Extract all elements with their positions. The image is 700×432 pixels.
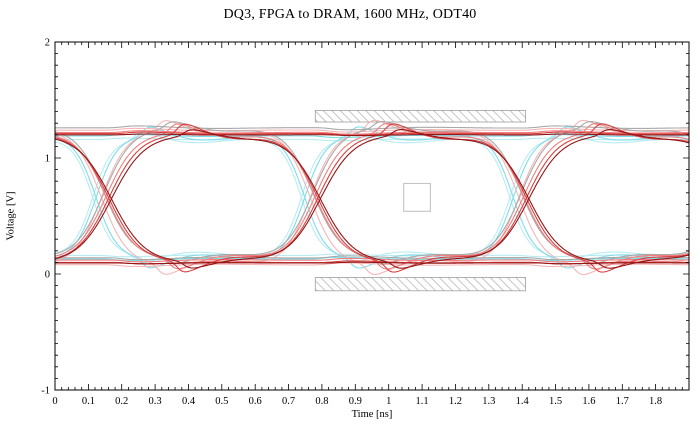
eye-trace: [55, 126, 689, 269]
tick-labels: 0 0.1 0.2 0.3 0.4 0.5 0.6 0.7 0.8 0.9 1 1.1 1.2 1.3 1.…: [41, 38, 662, 408]
eye-trace: [55, 129, 689, 269]
eye-traces: [55, 119, 689, 276]
x-tick-label: 0.7: [282, 396, 295, 407]
mask-bottom: [314, 277, 526, 292]
y-tick-label: 0: [45, 270, 50, 281]
rail-low: [55, 256, 689, 262]
x-tick-label: 0.4: [182, 396, 196, 407]
x-tick-label: 0.5: [215, 396, 228, 407]
eye-trace: [55, 123, 689, 270]
x-tick-label: 0.1: [82, 396, 95, 407]
eye-trace: [55, 131, 689, 264]
eye-trace: [55, 119, 689, 276]
mask-center: [403, 182, 431, 212]
x-tick-label: 1: [386, 396, 391, 407]
x-tick-label: 0.8: [315, 396, 328, 407]
x-tick-label: 1.2: [449, 396, 462, 407]
x-tick-label: 1.1: [416, 396, 429, 407]
y-tick-label: -1: [41, 386, 50, 397]
eye-trace: [55, 121, 689, 265]
x-tick-label: 0.6: [249, 396, 262, 407]
rail-low: [55, 262, 689, 268]
plot-border: [54, 41, 690, 391]
x-tick-label: 1.5: [549, 396, 562, 407]
x-tick-label: 0.9: [349, 396, 362, 407]
eye-trace: [55, 121, 689, 265]
mask-regions: [314, 110, 526, 292]
x-tick-label: 0.2: [115, 396, 128, 407]
y-tick-label: 1: [45, 154, 50, 165]
rail-high: [55, 131, 689, 136]
eye-trace: [55, 131, 689, 264]
x-tick-label: 1.7: [616, 396, 629, 407]
rail-high: [55, 125, 689, 131]
rail-high: [55, 133, 689, 137]
x-axis-label: Time [ns]: [351, 409, 393, 420]
rail-low: [55, 253, 689, 258]
x-tick-label: 1.4: [516, 396, 530, 407]
x-tick-label: 1.6: [582, 396, 595, 407]
x-tick-label: 1.8: [649, 396, 662, 407]
eye-trace: [55, 129, 689, 269]
eye-trace: [55, 123, 689, 270]
x-tick-label: 0.3: [149, 396, 162, 407]
axis-ticks: [54, 41, 689, 391]
x-tick-label: 0: [52, 396, 57, 407]
mask-top: [314, 110, 526, 123]
eye-trace: [55, 123, 689, 273]
x-tick-label: 1.3: [482, 396, 495, 407]
chart-title: DQ3, FPGA to DRAM, 1600 MHz, ODT40: [223, 7, 477, 22]
eye-trace: [55, 123, 689, 273]
plot-frame: [54, 41, 690, 391]
eye-trace: [55, 119, 689, 276]
rail-low: [55, 261, 689, 265]
eye-trace: [55, 126, 689, 269]
rail-high: [55, 127, 689, 133]
y-tick-label: 2: [45, 38, 50, 49]
